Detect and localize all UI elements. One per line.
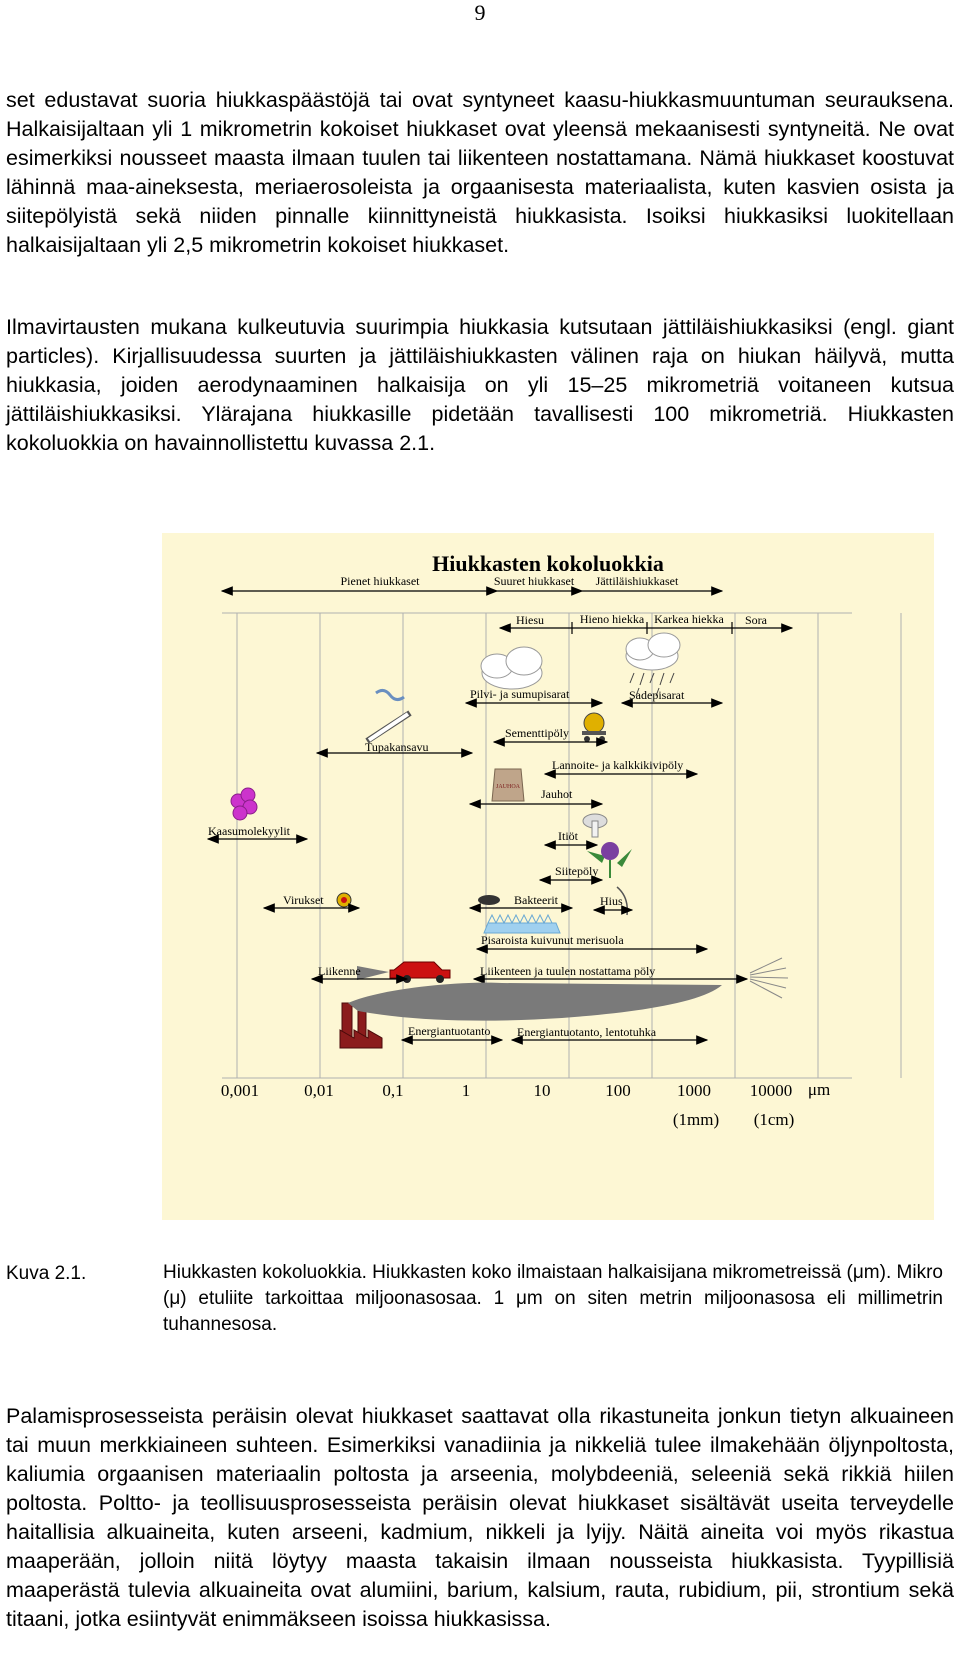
label-lannoite: Lannoite- ja kalkkikivipöly [552, 758, 683, 772]
axis-unit: μm [808, 1080, 830, 1099]
label-sementti: Sementtipöly [505, 726, 569, 740]
soil-hieno-hiekka: Hieno hiekka [580, 612, 645, 626]
cloud-icon [480, 646, 543, 690]
label-sade: Sadepisarat [629, 688, 685, 702]
label-siitepoly: Siitepöly [555, 864, 598, 878]
label-jauhot: Jauhot [541, 787, 573, 801]
x-axis: 0,001 0,01 0,1 1 10 100 1000 10000 μm (1… [221, 1080, 830, 1129]
factory-icon [339, 1002, 383, 1049]
category-jattilais: Jättiläishiukkaset [596, 574, 679, 588]
sea-salt-icon [483, 913, 561, 934]
car-icon [389, 961, 451, 983]
rain-cloud-icon [625, 632, 681, 697]
label-lentotuhka: Energiantuotanto, lentotuhka [517, 1025, 657, 1039]
paragraph-3: Palamisprosesseista peräisin olevat hiuk… [6, 1404, 954, 1631]
molecule-icon [230, 787, 258, 821]
label-itiot: Itiöt [558, 829, 579, 843]
flour-bag-icon: JAUHOA [491, 768, 525, 802]
label-energia: Energiantuotanto [408, 1024, 490, 1038]
paragraph-1: set edustavat suoria hiukkaspäästöjä tai… [6, 88, 954, 257]
axis-sub-1mm: (1mm) [673, 1110, 719, 1129]
axis-sub-1cm: (1cm) [754, 1110, 795, 1129]
figure-title: Hiukkasten kokoluokkia [432, 551, 664, 576]
label-virukset: Virukset [283, 893, 324, 907]
soil-hiesu: Hiesu [516, 613, 544, 627]
virus-icon [336, 892, 352, 908]
traffic-plume [357, 966, 389, 980]
soil-arrows [498, 622, 794, 634]
label-pilvi: Pilvi- ja sumupisarat [470, 687, 570, 701]
mushroom-icon [582, 813, 608, 838]
label-liikenne-poly: Liikenteen ja tuulen nostattama pöly [480, 964, 655, 978]
category-suuret: Suuret hiukkaset [494, 574, 575, 588]
smoke-plume [348, 982, 722, 1021]
caption-label: Kuva 2.1. [6, 1263, 87, 1284]
flour-bag-label: JAUHOA [496, 784, 521, 790]
tick-label: 0,01 [304, 1081, 334, 1100]
cigarette-icon [365, 688, 412, 744]
dust-spray-icon [749, 957, 789, 999]
soil-karkea-hiekka: Karkea hiekka [654, 612, 724, 626]
tick-label: 10 [534, 1081, 551, 1100]
figure-canvas: Hiukkasten kokoluokkia Pienet hiukkaset … [206, 551, 902, 1129]
flower-icon [587, 842, 632, 878]
cement-mixer-icon [582, 712, 606, 742]
tick-label: 1 [462, 1081, 471, 1100]
soil-sora: Sora [745, 613, 768, 627]
label-hius: Hius [600, 894, 623, 908]
category-pienet: Pienet hiukkaset [341, 574, 421, 588]
paragraph-2: Ilmavirtausten mukana kulkeutuvia suurim… [6, 315, 954, 455]
label-bakteerit: Bakteerit [514, 893, 559, 907]
tick-label: 100 [605, 1081, 631, 1100]
label-tupakansavu: Tupakansavu [365, 740, 429, 754]
label-liikenne: Liikenne [318, 964, 361, 978]
page-number: 9 [474, 0, 486, 25]
bacteria-icon [478, 895, 500, 905]
tick-label: 0,001 [221, 1081, 259, 1100]
label-kaasu: Kaasumolekyylit [208, 824, 291, 838]
tick-label: 1000 [677, 1081, 711, 1100]
label-merisuola: Pisaroista kuivunut merisuola [481, 933, 624, 947]
tick-label: 0,1 [382, 1081, 403, 1100]
particle-size-figure: Hiukkasten kokoluokkia Pienet hiukkaset … [162, 533, 934, 1220]
tick-label: 10000 [750, 1081, 793, 1100]
caption-text: Hiukkasten kokoluokkia. Hiukkasten koko … [163, 1262, 943, 1335]
